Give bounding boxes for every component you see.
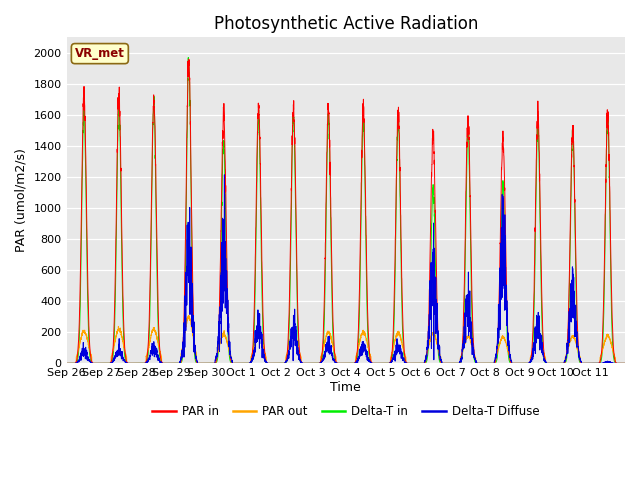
Title: Photosynthetic Active Radiation: Photosynthetic Active Radiation [214,15,478,33]
Y-axis label: PAR (umol/m2/s): PAR (umol/m2/s) [15,148,28,252]
Text: VR_met: VR_met [75,47,125,60]
Legend: PAR in, PAR out, Delta-T in, Delta-T Diffuse: PAR in, PAR out, Delta-T in, Delta-T Dif… [147,400,544,423]
X-axis label: Time: Time [330,381,361,394]
